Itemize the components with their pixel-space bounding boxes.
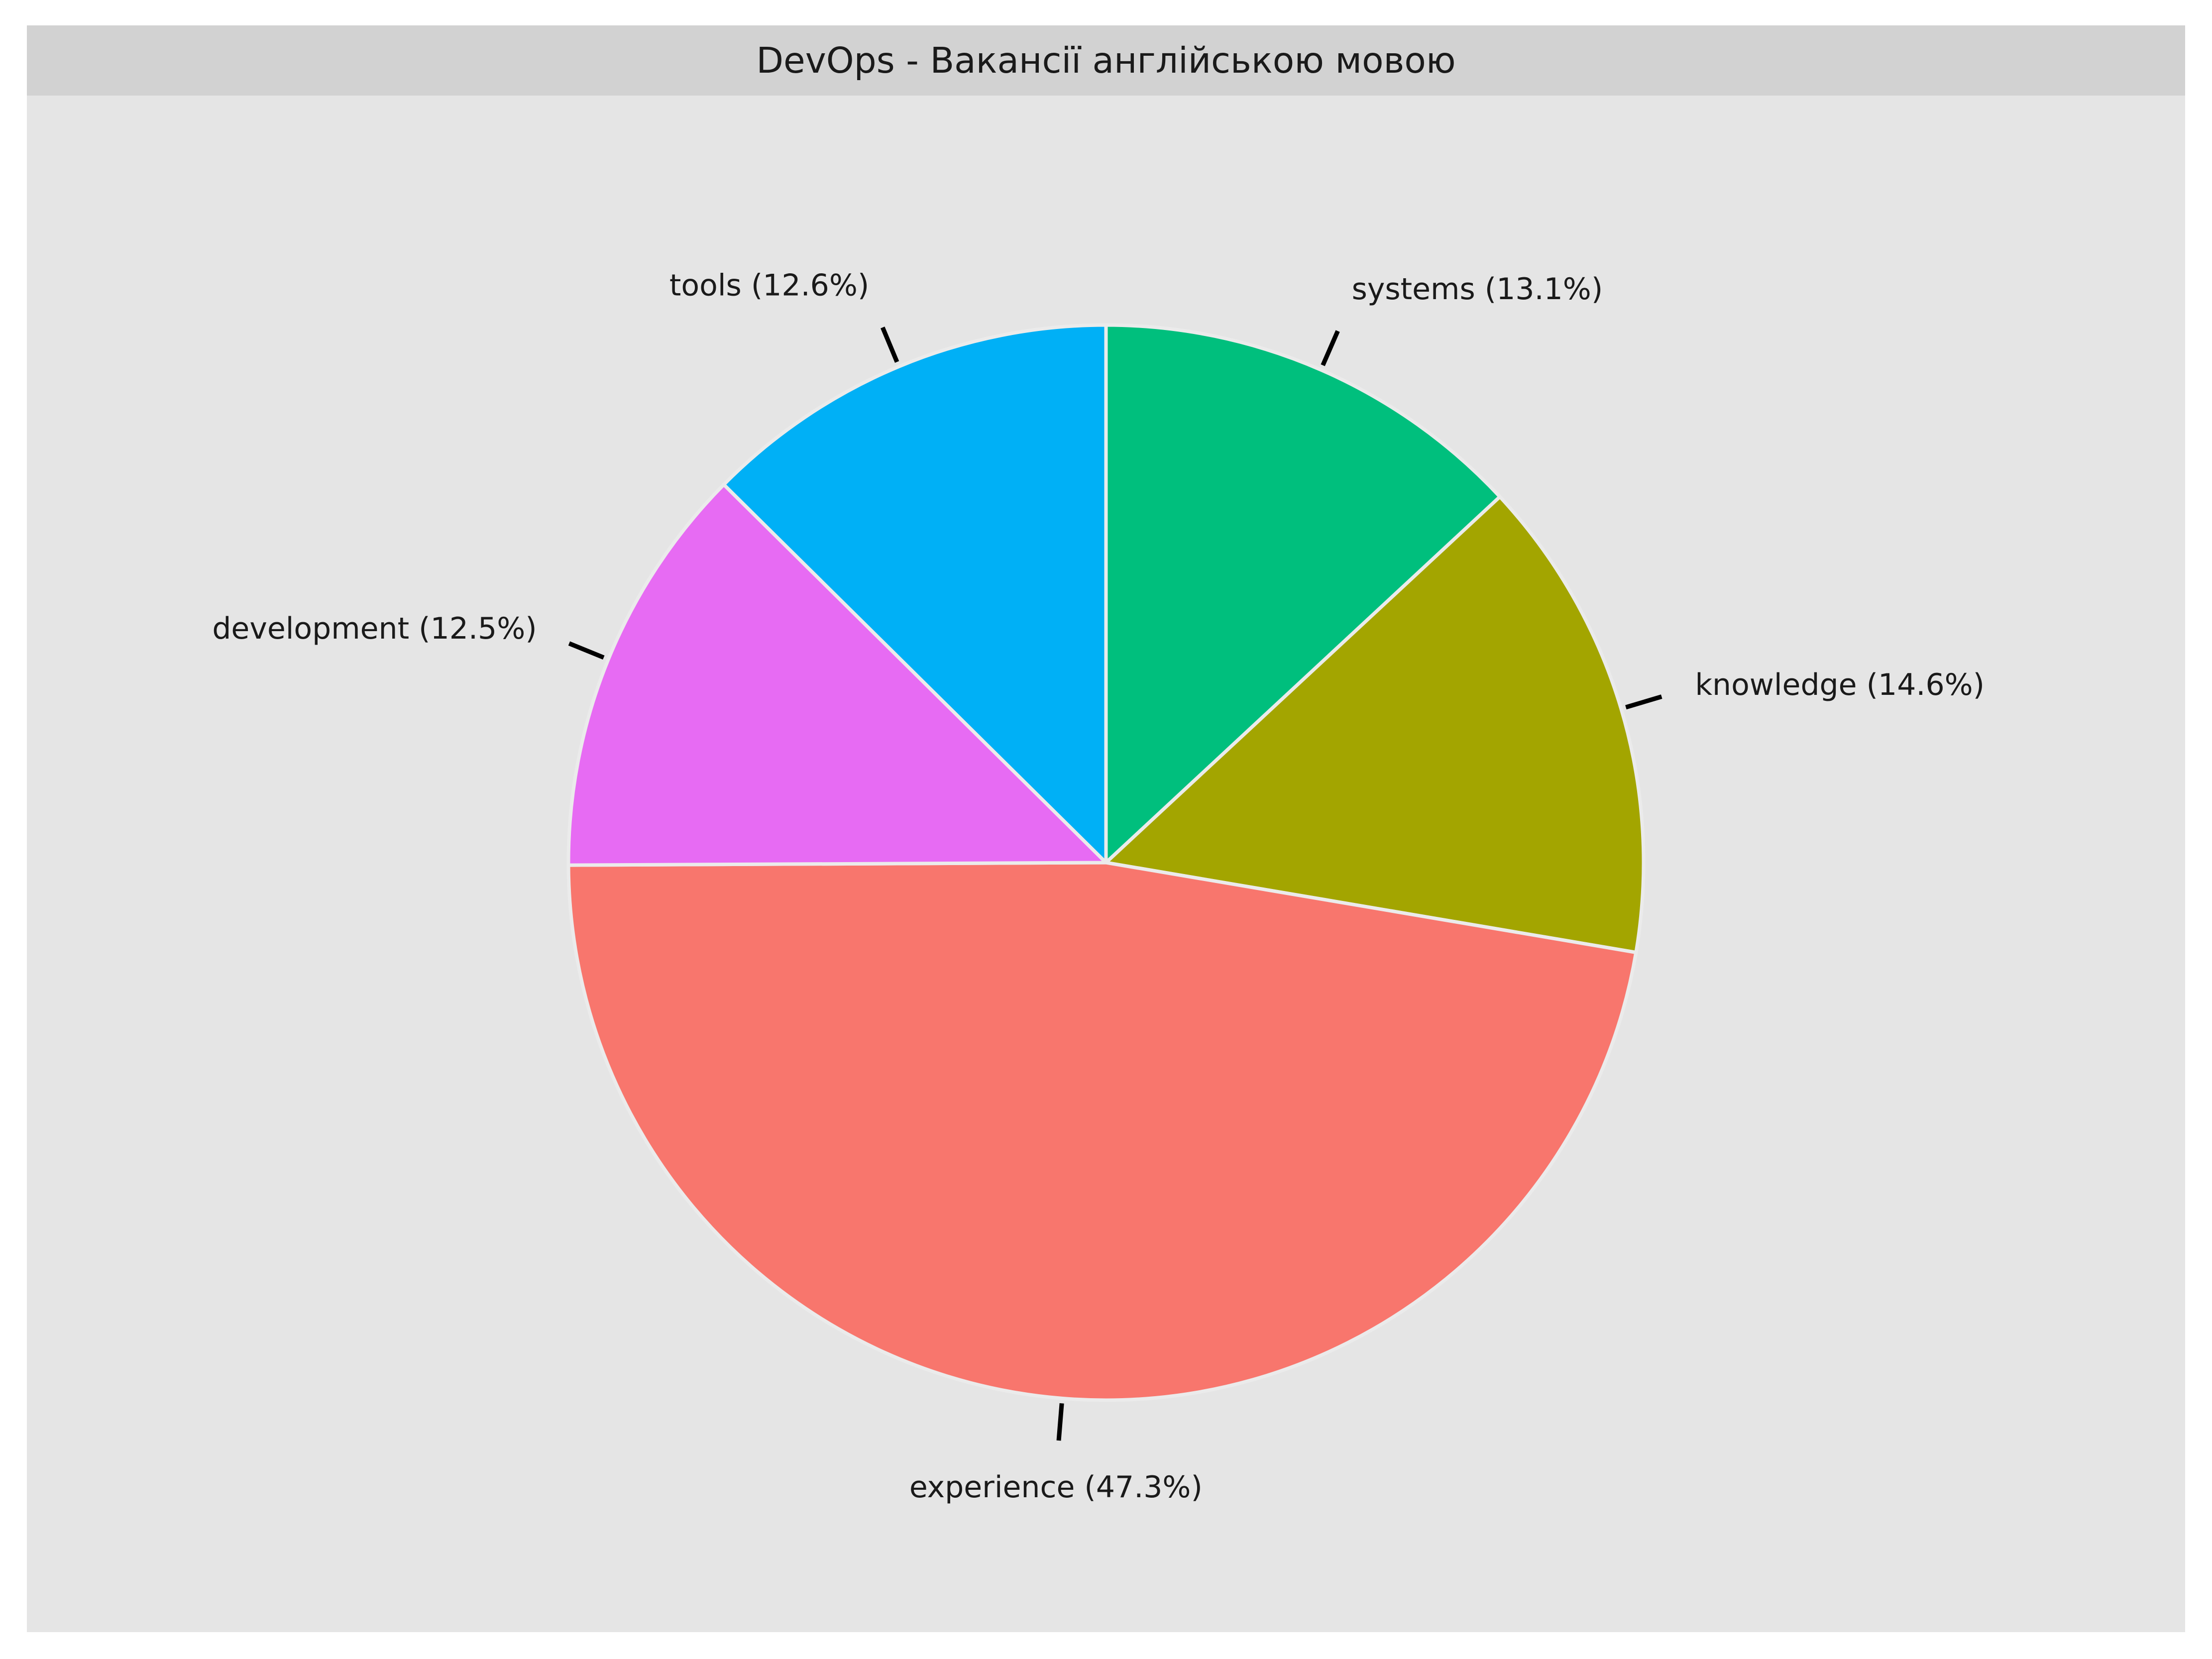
pie-labels: systems (13.1%) knowledge (14.6%) experien… <box>212 268 1985 1505</box>
pie-slice-knowledge <box>1104 495 1646 954</box>
leader-line-knowledge <box>1625 694 1662 710</box>
pie-leader-lines <box>568 327 1662 1441</box>
chart-title: DevOps - Вакансії англійською мовою <box>756 40 1456 81</box>
pie-label-experience: experience (47.3%) <box>909 1470 1203 1505</box>
pie-slice-tools <box>722 323 1108 865</box>
leader-line-tools <box>881 327 899 363</box>
leader-line-development <box>568 641 605 660</box>
leader-line-systems <box>1321 330 1340 366</box>
pie-label-tools: tools (12.6%) <box>669 268 869 303</box>
pie-slice-systems <box>1104 323 1502 865</box>
pie-slice-development <box>566 483 1108 867</box>
pie-slices <box>566 323 1646 1402</box>
pie-label-knowledge: knowledge (14.6%) <box>1695 667 1985 702</box>
chart-title-strip <box>27 25 2185 96</box>
pie-slice-experience <box>566 861 1638 1402</box>
pie-label-development: development (12.5%) <box>212 611 537 646</box>
leader-line-experience <box>1056 1403 1064 1441</box>
pie-label-systems: systems (13.1%) <box>1352 272 1603 307</box>
